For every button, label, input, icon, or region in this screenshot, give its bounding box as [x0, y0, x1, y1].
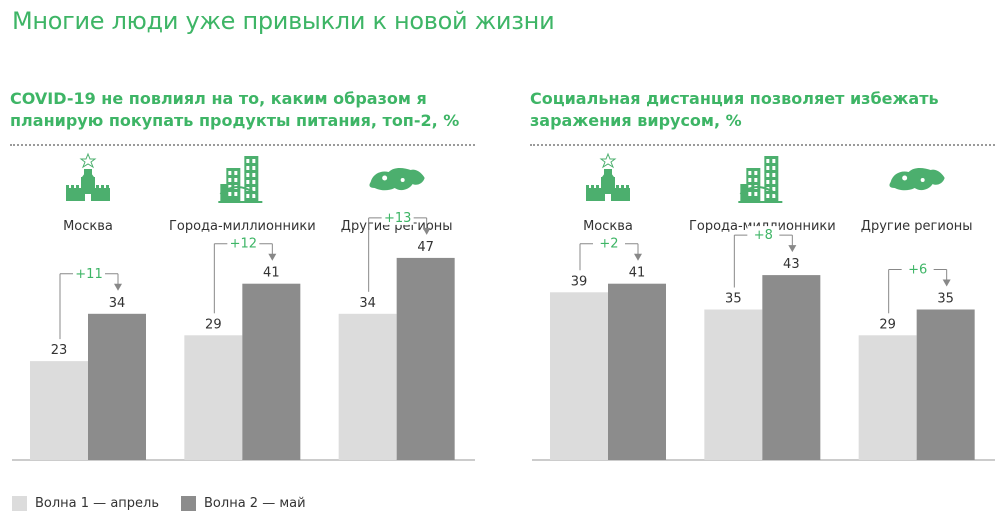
category-label: Города-миллионники: [169, 219, 316, 234]
bar-wave1: [550, 292, 608, 460]
bar-wave2: [762, 275, 821, 460]
legend-label-wave1: Волна 1 — апрель: [35, 496, 160, 511]
bar-chart-social-distance: Москва3941+2Города-миллионники3543+8Друг…: [532, 152, 995, 461]
delta-arrow-icon: [114, 283, 122, 291]
delta-label-bg: [73, 264, 105, 281]
delta-arrow-icon: [634, 253, 642, 261]
data-label-wave2: 41: [263, 266, 280, 281]
data-label-wave1: 29: [879, 317, 896, 332]
delta-label-bg: [227, 234, 260, 251]
dotted-divider: [10, 144, 475, 146]
delta-label: +2: [599, 237, 618, 252]
bar-wave1: [338, 313, 397, 460]
delta-label: +11: [75, 267, 102, 282]
bar-wave2: [608, 283, 666, 460]
data-label-wave1: 39: [571, 274, 588, 289]
data-label-wave1: 23: [51, 343, 68, 358]
city-buildings-icon: [218, 156, 263, 203]
delta-arrow-icon: [942, 279, 951, 287]
dotted-divider: [530, 144, 995, 146]
data-label-wave1: 29: [205, 317, 222, 332]
delta-arrow-icon: [422, 227, 431, 235]
chart-title-food-purchase: COVID-19 не повлиял на то, каким образом…: [10, 88, 460, 132]
kremlin-icon: [66, 152, 110, 201]
delta-arrow-icon: [268, 253, 277, 261]
delta-label: +6: [908, 263, 927, 278]
city-buildings-icon: [738, 156, 783, 203]
legend-swatch-wave2: [181, 496, 197, 511]
chart-title-line-1: Социальная дистанция позволяет избежать: [530, 89, 939, 108]
legend-swatch-wave1: [12, 496, 27, 511]
legend-item-wave1: Волна 1 — апрель: [12, 496, 159, 511]
delta-label: +8: [754, 228, 773, 243]
data-label-wave2: 47: [417, 240, 434, 255]
bar-wave1: [858, 335, 917, 460]
data-label-wave2: 43: [783, 257, 800, 272]
delta-label: +12: [230, 237, 257, 252]
bar-wave1: [30, 361, 88, 460]
category-label: Москва: [583, 219, 633, 234]
delta-label-bg: [901, 260, 934, 277]
legend-item-wave2: Волна 2 — май: [181, 496, 306, 511]
bar-wave2: [916, 309, 975, 460]
bar-wave2: [396, 257, 455, 460]
page-title: Многие люди уже привыкли к новой жизни: [12, 7, 555, 35]
chart-title-line-1: COVID-19 не повлиял на то, каким образом…: [10, 89, 427, 108]
bar-chart-food-purchase: Москва2334+11Города-миллионники2941+12Др…: [12, 152, 475, 461]
kremlin-icon: [586, 152, 630, 201]
bar-wave2: [88, 313, 146, 460]
delta-arrow-icon: [788, 245, 797, 253]
bar-wave1: [184, 335, 243, 460]
delta-label-bg: [747, 226, 780, 243]
russia-map-icon: [369, 168, 425, 191]
data-label-wave1: 35: [725, 292, 742, 307]
chart-title-social-distance: Социальная дистанция позволяет избежать …: [530, 88, 970, 132]
legend: Волна 1 — апрель Волна 2 — май: [12, 496, 328, 511]
data-label-wave1: 34: [359, 296, 376, 311]
data-label-wave2: 35: [937, 292, 954, 307]
bar-wave1: [704, 309, 763, 460]
delta-label-bg: [593, 234, 625, 251]
chart-title-line-2: заражения вирусом, %: [530, 111, 742, 130]
category-label: Другие регионы: [861, 219, 973, 234]
russia-map-icon: [889, 168, 945, 191]
data-label-wave2: 41: [629, 266, 646, 281]
legend-label-wave2: Волна 2 — май: [204, 496, 306, 511]
bar-wave2: [242, 283, 301, 460]
delta-label: +13: [384, 211, 411, 226]
chart-title-line-2: планирую покупать продукты питания, топ-…: [10, 111, 460, 130]
category-label: Москва: [63, 219, 113, 234]
data-label-wave2: 34: [109, 296, 126, 311]
delta-label-bg: [381, 208, 414, 225]
